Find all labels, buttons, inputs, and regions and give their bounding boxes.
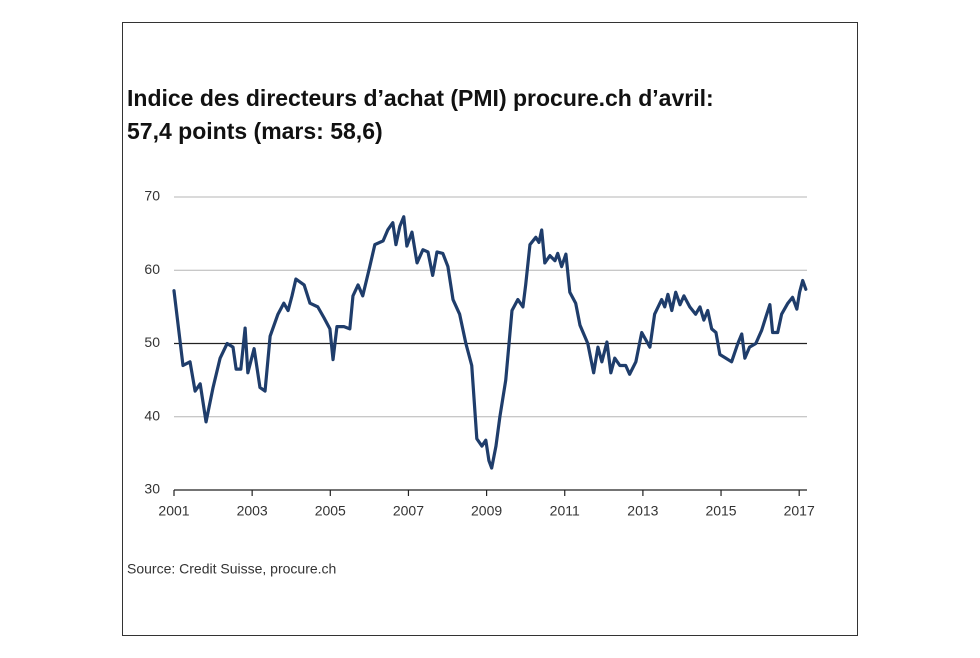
x-tick-label: 2015 — [705, 503, 736, 519]
data-line — [172, 215, 808, 470]
y-tick-label: 40 — [144, 407, 160, 423]
x-tick-label: 2001 — [158, 503, 189, 519]
y-tick-label: 60 — [144, 261, 160, 277]
chart-title: Indice des directeurs d’achat (PMI) proc… — [127, 85, 714, 111]
x-tick-label: 2009 — [471, 503, 502, 519]
frame — [122, 22, 858, 636]
x-tick-label: 2003 — [237, 503, 268, 519]
x-tick-label: 2017 — [784, 503, 815, 519]
x-tick-label: 2011 — [550, 503, 580, 519]
chart-title: 57,4 points (mars: 58,6) — [127, 118, 383, 144]
y-tick-label: 70 — [144, 188, 160, 204]
source-note: Source: Credit Suisse, procure.ch — [127, 561, 336, 577]
y-tick-label: 30 — [144, 481, 160, 497]
x-tick-label: 2007 — [393, 503, 424, 519]
y-tick-label: 50 — [144, 334, 160, 350]
x-tick-label: 2005 — [315, 503, 346, 519]
x-tick-label: 2013 — [627, 503, 658, 519]
